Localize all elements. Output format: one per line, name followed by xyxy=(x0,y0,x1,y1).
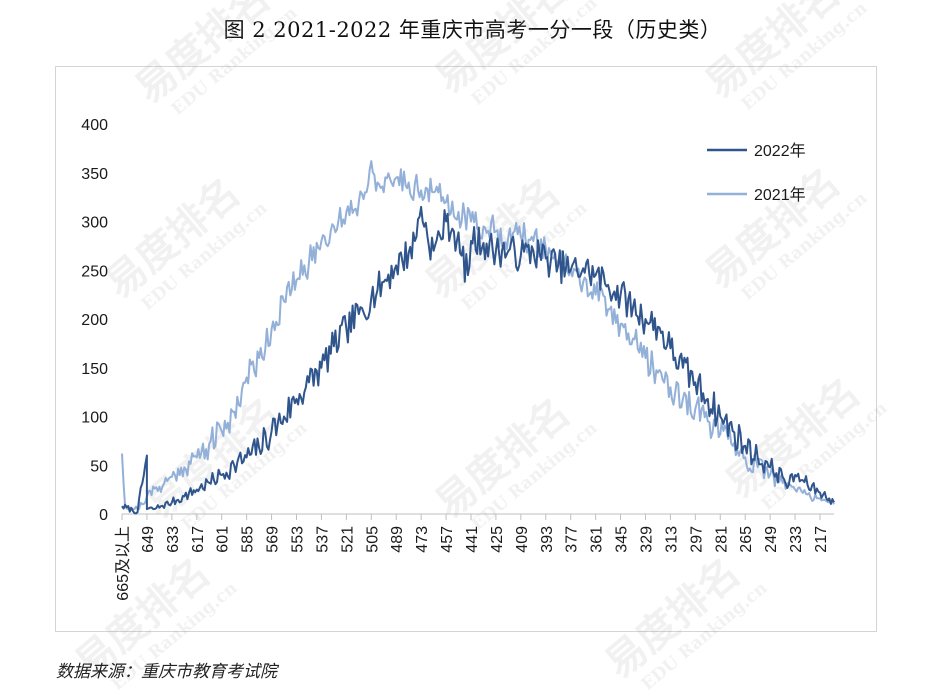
series-line-2022 xyxy=(121,205,835,515)
x-tick-label: 489 xyxy=(389,526,406,553)
series-layer xyxy=(121,160,835,515)
x-tick-label: 537 xyxy=(314,526,331,553)
legend: 2022年 2021年 xyxy=(707,142,806,204)
page-title: 图 2 2021-2022 年重庆市高考一分一段（历史类） xyxy=(223,18,722,42)
y-tick-label: 350 xyxy=(81,166,108,183)
y-tick-label: 0 xyxy=(99,507,108,524)
x-tick-label: 649 xyxy=(140,526,157,553)
x-tick-label: 377 xyxy=(564,526,581,553)
x-tick-label: 281 xyxy=(713,526,730,553)
legend-label: 2021年 xyxy=(754,186,806,204)
x-tick-label: 329 xyxy=(638,526,655,553)
y-tick-label: 150 xyxy=(81,361,108,378)
x-tick-label: 585 xyxy=(240,526,257,553)
x-tick-label: 601 xyxy=(215,526,232,553)
y-tick-label: 250 xyxy=(81,263,108,280)
x-tick-label: 393 xyxy=(539,526,556,553)
y-tick-label: 300 xyxy=(81,215,108,232)
x-tick-label: 409 xyxy=(514,526,531,553)
x-tick-label: 633 xyxy=(165,526,182,553)
x-tick-label: 361 xyxy=(589,526,606,553)
x-tick-label: 553 xyxy=(289,526,306,553)
y-tick-label: 200 xyxy=(81,312,108,329)
x-tick-label: 473 xyxy=(414,526,431,553)
axes: 0 50 100 150 200 250 300 350 400 665及以上 649 633 617 6… xyxy=(81,117,834,601)
x-tick-label: 217 xyxy=(813,526,830,553)
x-tick-label: 313 xyxy=(663,526,680,553)
x-tick-label: 505 xyxy=(364,526,381,553)
y-tick-label: 100 xyxy=(81,410,108,427)
x-tick-label: 441 xyxy=(464,526,481,553)
x-tick-label: 569 xyxy=(265,526,282,553)
x-tick-label: 297 xyxy=(688,526,705,553)
chart-frame xyxy=(55,66,877,632)
x-tick-label: 265 xyxy=(738,526,755,553)
x-tick-label: 345 xyxy=(614,526,631,553)
x-tick-label: 665及以上 xyxy=(114,526,132,601)
x-tick-label: 249 xyxy=(763,526,780,553)
source-note: 数据来源：重庆市教育考试院 xyxy=(56,662,277,682)
x-tick-label: 617 xyxy=(190,526,207,553)
legend-label: 2022年 xyxy=(754,142,806,160)
x-tick-label: 521 xyxy=(339,526,356,553)
x-tick-label: 425 xyxy=(489,526,506,553)
y-tick-label: 50 xyxy=(90,458,108,475)
y-tick-label: 400 xyxy=(81,117,108,134)
x-tick-label: 233 xyxy=(788,526,805,553)
x-tick-label: 457 xyxy=(439,526,456,553)
